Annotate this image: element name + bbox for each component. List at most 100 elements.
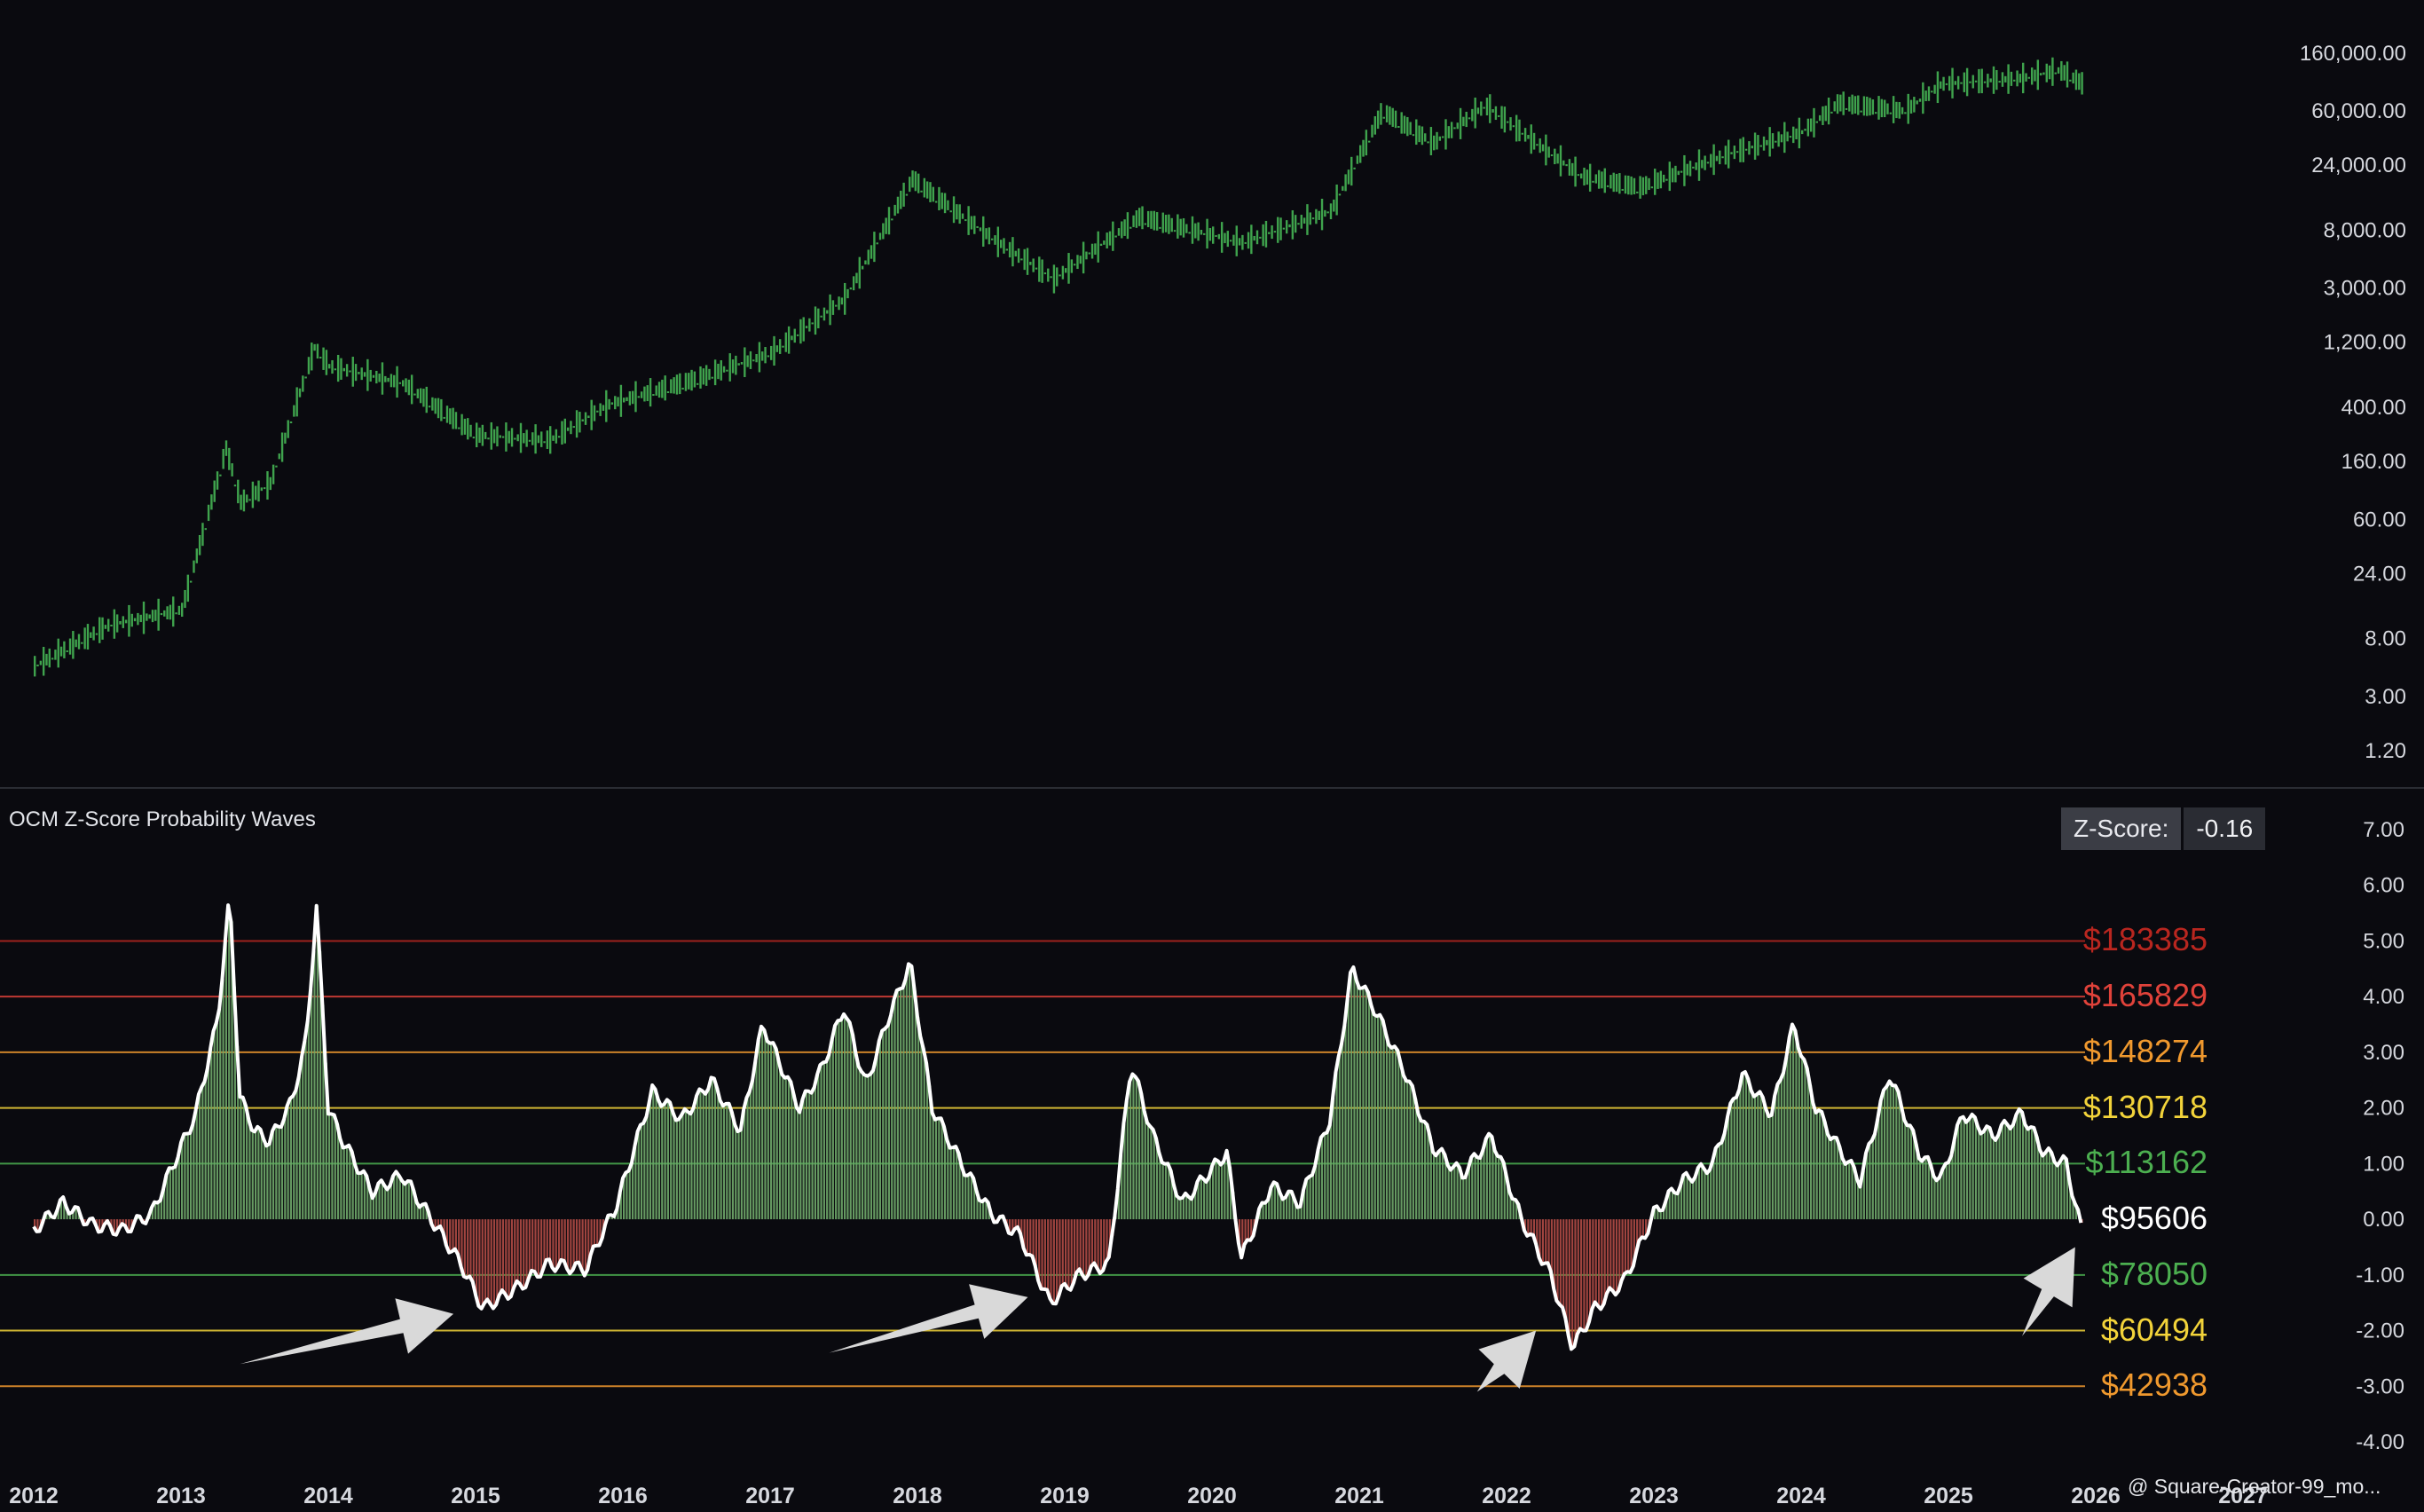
zscore-bar [835, 1025, 838, 1220]
zscore-bar [634, 1146, 637, 1220]
zscore-bar [2069, 1179, 2072, 1220]
price-bar [54, 650, 57, 660]
price-bar [360, 367, 363, 381]
zscore-bar [1264, 1202, 1267, 1220]
zscore-bar [1229, 1167, 1232, 1220]
price-bar [316, 343, 319, 359]
price-bar [1447, 126, 1450, 138]
zscore-bar [1342, 1043, 1344, 1220]
price-bar [914, 171, 917, 192]
price-bar [699, 366, 702, 389]
price-bar [1686, 163, 1688, 176]
zscore-bar [231, 921, 233, 1220]
zscore-bar [973, 1177, 976, 1220]
zscore-bar [1719, 1144, 1721, 1220]
price-bar [1751, 146, 1753, 149]
zscore-bar [1385, 1033, 1389, 1220]
zscore-bar [1164, 1163, 1168, 1220]
zscore-bar [1603, 1219, 1606, 1304]
price-bar [755, 353, 758, 363]
price-bar [1038, 256, 1041, 282]
zscore-bar [1259, 1209, 1262, 1220]
price-bar [1922, 82, 1924, 114]
price-bar [204, 528, 207, 531]
price-bar [1980, 68, 1983, 94]
zscore-bar [775, 1048, 778, 1220]
zscore-bar [655, 1089, 657, 1220]
price-bar [805, 326, 808, 328]
zscore-bar [452, 1219, 454, 1252]
zscore-bar [260, 1129, 263, 1220]
price-bar [163, 610, 166, 617]
zscore-bar [496, 1219, 499, 1305]
zscore-bar [637, 1131, 640, 1220]
zscore-bar [1913, 1130, 1916, 1220]
price-bar [1503, 106, 1507, 133]
zscore-bar [1512, 1199, 1515, 1220]
price-bar [428, 406, 431, 408]
zscore-tick-label: -2.00 [2356, 1319, 2404, 1343]
price-bar [994, 235, 996, 245]
price-bar [808, 318, 811, 332]
price-bar [867, 249, 870, 265]
price-bar [947, 200, 949, 210]
zscore-bar [2039, 1149, 2042, 1220]
zscore-bar [864, 1075, 867, 1220]
price-bar [1612, 172, 1615, 193]
zscore-tick-label: 2.00 [2363, 1097, 2404, 1121]
price-bar [1011, 237, 1014, 267]
zscore-bar [1161, 1162, 1164, 1220]
price-bar [269, 476, 272, 491]
x-tick-label: 2016 [598, 1484, 648, 1508]
zscore-bar [1898, 1091, 1901, 1220]
price-bar [1197, 222, 1200, 241]
price-bar [1665, 178, 1668, 181]
price-bar [1586, 169, 1589, 185]
price-bar [1061, 265, 1065, 280]
zscore-bar [914, 990, 917, 1220]
zscore-bar [1291, 1191, 1294, 1220]
zscore-bar [293, 1096, 295, 1220]
zscore-bar [1050, 1219, 1052, 1299]
price-bar [634, 381, 637, 413]
zscore-bar [1762, 1097, 1766, 1220]
zscore-bar [681, 1114, 684, 1220]
zscore-bar [646, 1116, 649, 1220]
price-bar [1592, 180, 1594, 183]
zscore-bar [1815, 1112, 1818, 1220]
price-bar [1580, 173, 1583, 179]
price-bar [1271, 224, 1273, 240]
price-bar [1627, 175, 1630, 195]
zscore-bar [767, 1041, 769, 1220]
zscore-bar [570, 1219, 572, 1274]
price-bar [1848, 97, 1851, 112]
price-bar [767, 355, 770, 358]
zscore-bar [1565, 1219, 1568, 1319]
zscore-bar [1922, 1161, 1924, 1220]
price-bar [1159, 226, 1161, 229]
price-bar [1394, 110, 1397, 129]
price-bar [702, 368, 705, 385]
zscore-bar [384, 1185, 387, 1220]
price-bar [1112, 221, 1114, 251]
price-bar [1545, 134, 1547, 166]
price-bar [492, 429, 496, 444]
zscore-bar [393, 1176, 396, 1220]
zscore-bar [1438, 1151, 1441, 1220]
zscore-bar [1601, 1219, 1603, 1310]
price-bar [130, 613, 133, 627]
price-bar [1047, 268, 1050, 282]
zscore-bar [1329, 1124, 1332, 1220]
price-bar [802, 317, 805, 342]
zscore-bar [623, 1177, 626, 1220]
zscore-bar [1597, 1219, 1601, 1306]
zscore-bar [319, 950, 322, 1220]
price-bar [2072, 72, 2074, 84]
zscore-bar [2063, 1155, 2066, 1220]
price-bar [293, 405, 295, 417]
zscore-bar [1636, 1219, 1639, 1253]
zscore-bar [1960, 1118, 1963, 1220]
price-bar [1697, 149, 1701, 181]
price-bar [1509, 117, 1512, 131]
zscore-bar [1853, 1167, 1856, 1220]
